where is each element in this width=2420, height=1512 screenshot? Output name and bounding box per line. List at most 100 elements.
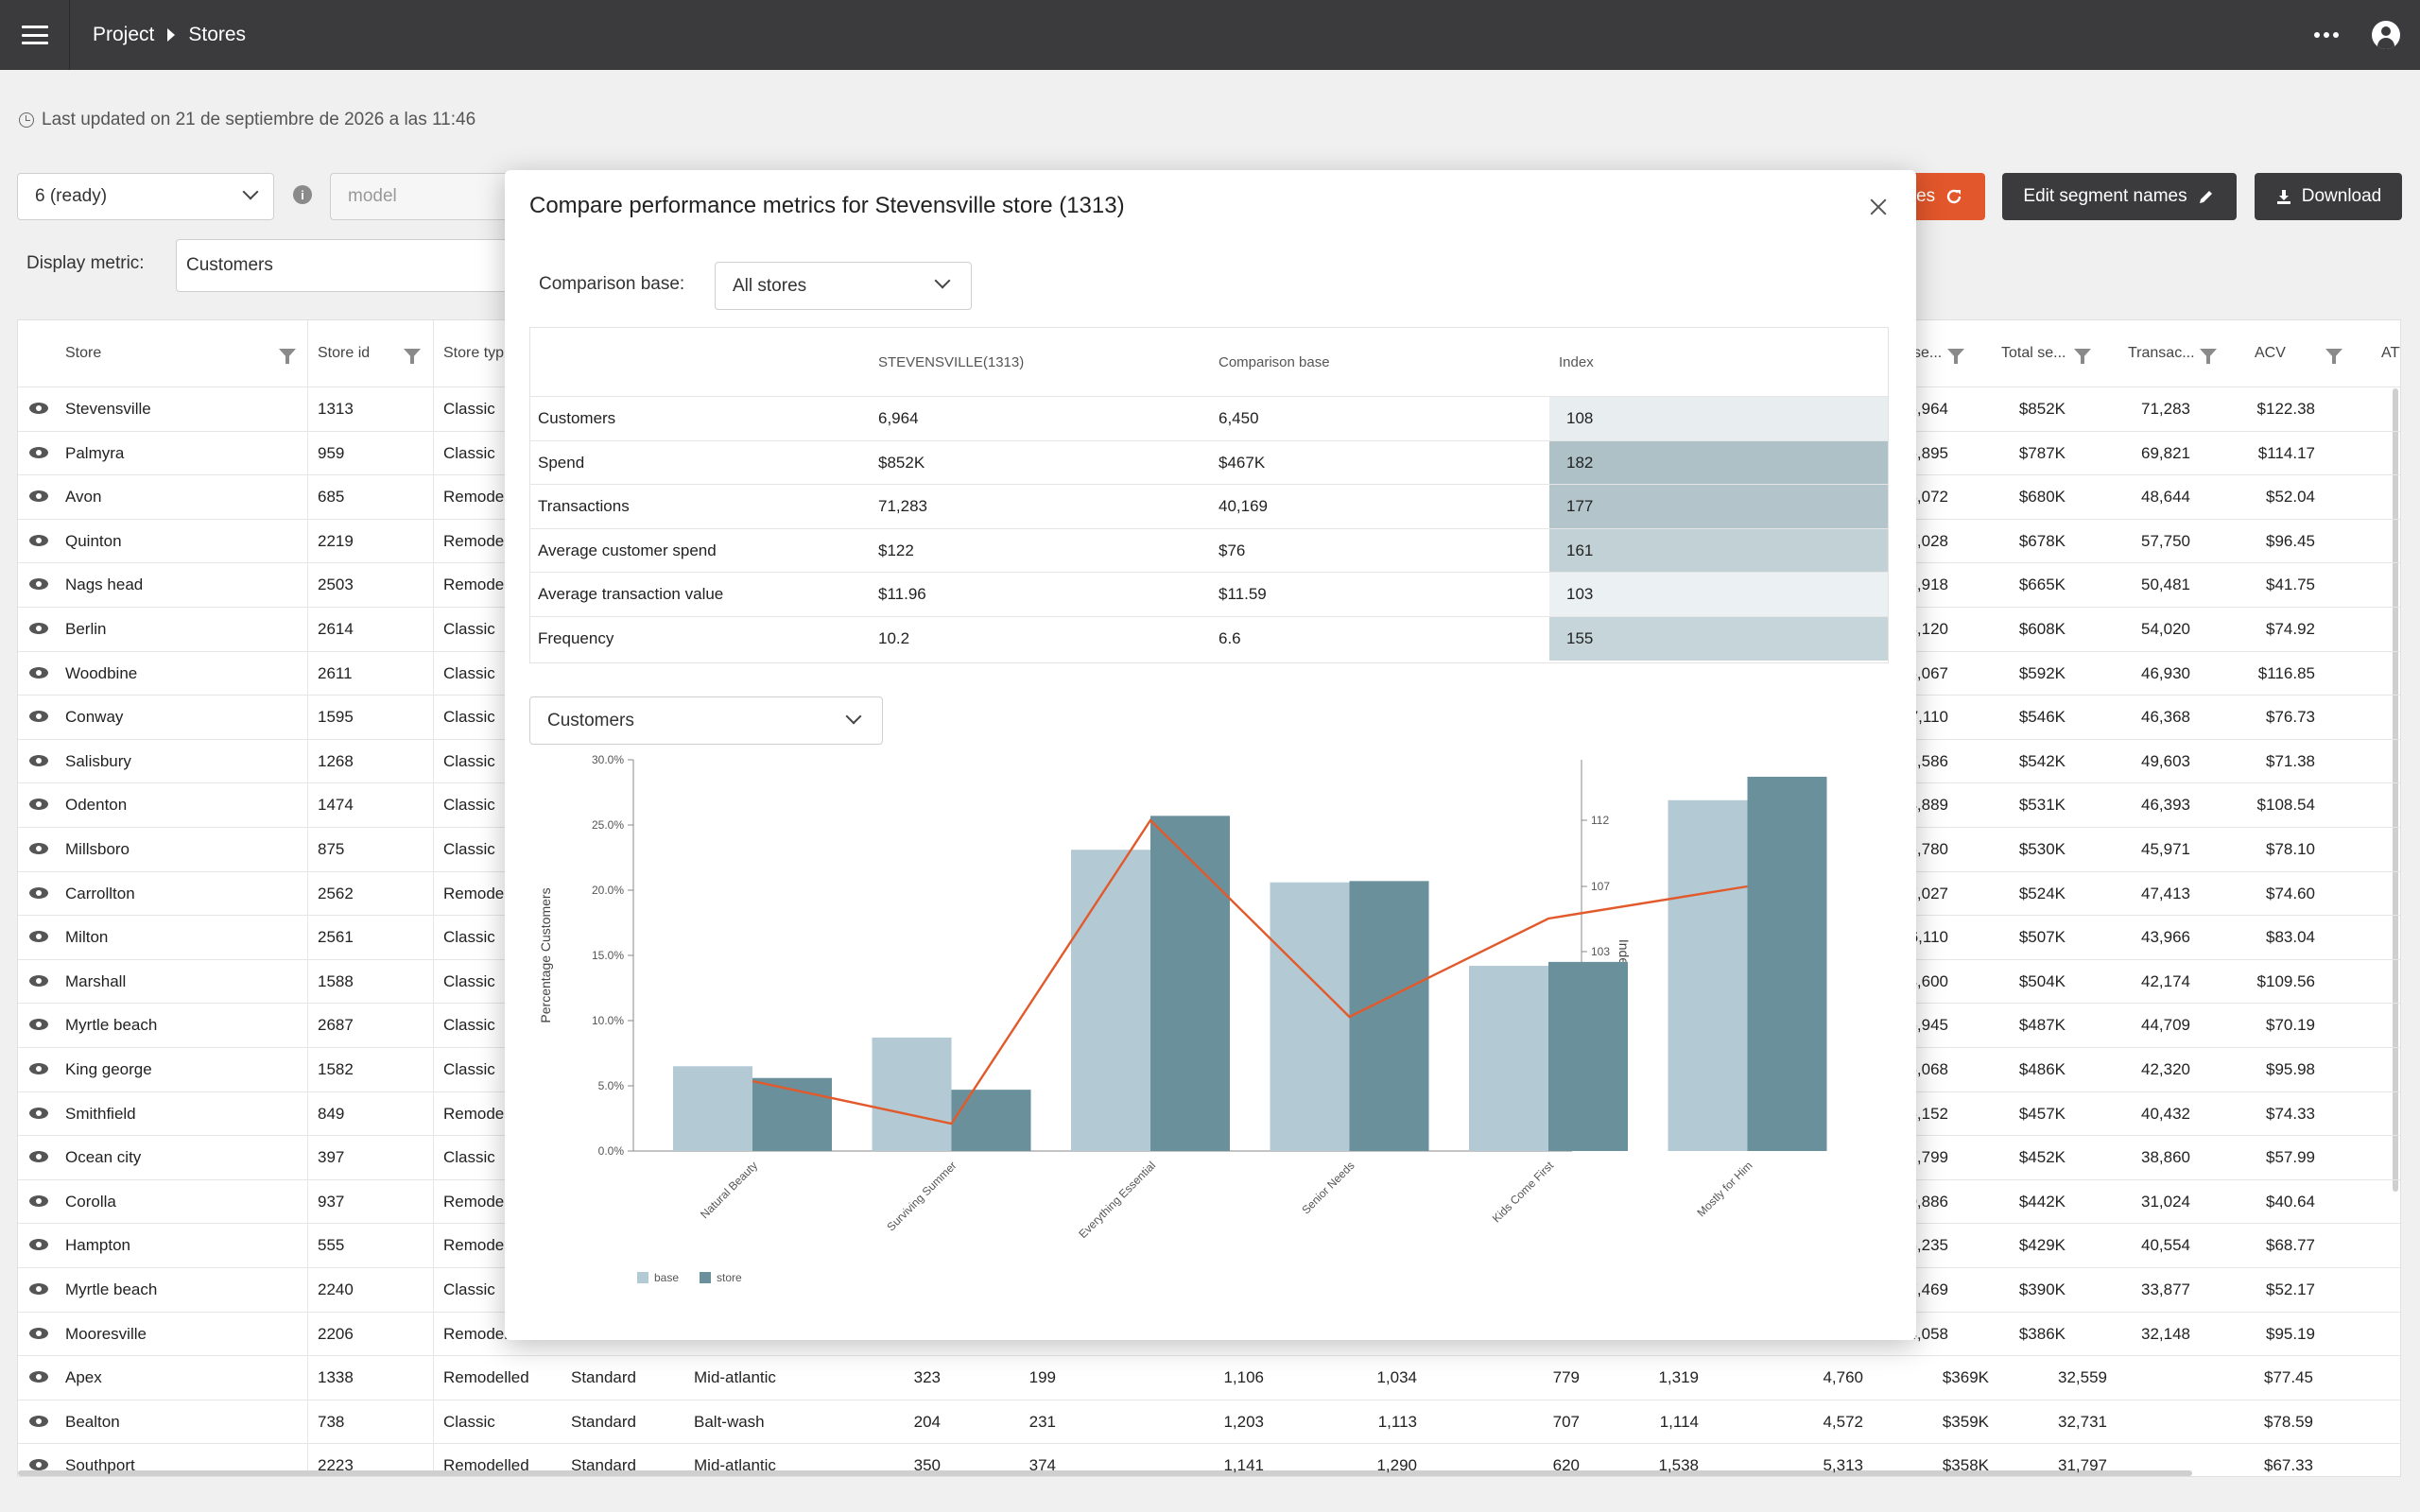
breadcrumb-project[interactable]: Project bbox=[93, 24, 155, 45]
eye-icon[interactable] bbox=[29, 1063, 48, 1074]
table-cell: Classic bbox=[443, 1148, 495, 1167]
x-tick-label: Surviving Summer bbox=[884, 1159, 959, 1233]
eye-icon[interactable] bbox=[29, 1019, 48, 1031]
eye-icon[interactable] bbox=[29, 666, 48, 679]
comparison-base-value: All stores bbox=[733, 275, 807, 296]
eye-icon[interactable] bbox=[29, 1415, 48, 1427]
menu-button[interactable] bbox=[0, 0, 70, 70]
eye-icon[interactable] bbox=[29, 490, 48, 503]
metric-base: 6.6 bbox=[1219, 629, 1241, 647]
header-transactions[interactable]: Transac... bbox=[2128, 345, 2195, 361]
header-store[interactable]: Store bbox=[65, 345, 102, 361]
header-col-10[interactable]: se... bbox=[1913, 345, 1943, 361]
edit-segment-names-button[interactable]: Edit segment names bbox=[2002, 173, 2237, 220]
download-button[interactable]: Download bbox=[2255, 173, 2402, 220]
table-cell: Marshall bbox=[65, 971, 127, 990]
metric-store: 6,964 bbox=[878, 409, 919, 427]
table-row[interactable]: Apex 1338 Remodelled Standard Mid-atlantic 32… bbox=[18, 1355, 2400, 1399]
filter-icon[interactable] bbox=[2074, 349, 2091, 364]
table-cell: Stevensville bbox=[65, 400, 151, 418]
table-cell: $52.04 bbox=[2266, 488, 2315, 507]
eye-icon[interactable] bbox=[29, 754, 48, 766]
close-icon[interactable] bbox=[1868, 197, 1889, 217]
vertical-scrollbar[interactable] bbox=[2393, 388, 2398, 1192]
metric-row: Average customer spend $122 $76 161 bbox=[530, 527, 1888, 573]
table-cell: $78.59 bbox=[2264, 1412, 2313, 1431]
chart-metric-select[interactable]: Customers bbox=[529, 696, 883, 745]
header-acv[interactable]: ACV bbox=[2255, 345, 2286, 361]
eye-icon[interactable] bbox=[29, 623, 48, 634]
eye-icon[interactable] bbox=[29, 1327, 48, 1339]
eye-icon[interactable] bbox=[29, 534, 48, 546]
eye-icon[interactable] bbox=[29, 886, 48, 899]
x-tick-label: Mostly for Him bbox=[1695, 1159, 1755, 1219]
table-cell: 69,821 bbox=[2141, 443, 2190, 462]
eye-icon[interactable] bbox=[29, 711, 48, 723]
metric-index: 103 bbox=[1549, 573, 1888, 617]
modal-title: Compare performance metrics for Stevensv… bbox=[529, 193, 1125, 218]
model-input[interactable]: model bbox=[330, 173, 528, 220]
metric-metric: Average customer spend bbox=[538, 541, 717, 559]
filter-icon[interactable] bbox=[2325, 349, 2342, 364]
eye-icon[interactable] bbox=[29, 1283, 48, 1295]
table-cell: 1582 bbox=[318, 1060, 354, 1078]
eye-icon[interactable] bbox=[29, 1194, 48, 1207]
metric-store: 71,283 bbox=[878, 497, 927, 516]
filter-icon[interactable] bbox=[2200, 349, 2217, 364]
table-cell: Myrtle beach bbox=[65, 1280, 158, 1298]
eye-icon[interactable] bbox=[29, 1239, 48, 1251]
display-metric-select[interactable]: Customers bbox=[176, 239, 516, 292]
eye-icon[interactable] bbox=[29, 1371, 48, 1383]
table-cell: 1,114 bbox=[1659, 1412, 1699, 1431]
filter-icon[interactable] bbox=[279, 349, 296, 364]
segment-select[interactable]: 6 (ready) bbox=[17, 173, 274, 220]
table-cell: Standard bbox=[571, 1456, 636, 1475]
table-cell: 6,152 bbox=[1908, 1104, 1948, 1123]
y-tick-label: 10.0% bbox=[592, 1014, 624, 1027]
eye-icon[interactable] bbox=[29, 1151, 48, 1163]
filter-icon[interactable] bbox=[404, 349, 421, 364]
eye-icon[interactable] bbox=[29, 974, 48, 987]
table-row[interactable]: Southport 2223 Remodelled Standard Mid-atlan… bbox=[18, 1443, 2400, 1476]
header-store-id[interactable]: Store id bbox=[318, 345, 371, 361]
table-cell: 738 bbox=[318, 1412, 345, 1431]
y2-tick-label: 107 bbox=[1591, 880, 1610, 893]
table-cell: Mid-atlantic bbox=[694, 1368, 776, 1387]
eye-icon[interactable] bbox=[29, 1459, 48, 1471]
metric-index: 182 bbox=[1549, 440, 1888, 485]
filter-icon[interactable] bbox=[1947, 349, 1964, 364]
horizontal-scrollbar[interactable] bbox=[18, 1470, 2192, 1476]
table-row[interactable]: Bealton 738 Classic Standard Balt-wash 204 231… bbox=[18, 1399, 2400, 1443]
more-options-icon[interactable] bbox=[2314, 0, 2339, 70]
comparison-base-select[interactable]: All stores bbox=[715, 262, 972, 310]
eye-icon[interactable] bbox=[29, 843, 48, 854]
table-cell: $116.85 bbox=[2257, 663, 2315, 682]
account-icon[interactable] bbox=[2372, 21, 2400, 49]
bar-base bbox=[673, 1066, 752, 1151]
header-total-spend[interactable]: Total se... bbox=[2001, 345, 2066, 361]
table-cell: 1,106 bbox=[1223, 1368, 1264, 1387]
header-store-type[interactable]: Store typ bbox=[443, 345, 505, 361]
table-cell: 707 bbox=[1552, 1412, 1580, 1431]
header-atv[interactable]: ATV bbox=[2381, 345, 2400, 361]
display-metric-value: Customers bbox=[186, 255, 273, 275]
table-cell: Remode bbox=[443, 1104, 505, 1123]
eye-icon[interactable] bbox=[29, 799, 48, 811]
table-cell: 33,877 bbox=[2141, 1280, 2190, 1298]
eye-icon[interactable] bbox=[29, 578, 48, 591]
table-cell: $68.77 bbox=[2266, 1236, 2315, 1255]
table-cell: 46,393 bbox=[2141, 796, 2190, 815]
eye-icon[interactable] bbox=[29, 1107, 48, 1119]
y2-tick-label: 112 bbox=[1591, 814, 1609, 827]
table-cell: 849 bbox=[318, 1104, 345, 1123]
info-icon[interactable]: i bbox=[293, 185, 312, 204]
table-cell: Remodelled bbox=[443, 1456, 529, 1475]
table-cell: Remode bbox=[443, 576, 505, 594]
table-cell: $665K bbox=[2018, 576, 2066, 594]
eye-icon[interactable] bbox=[29, 446, 48, 458]
table-cell: 374 bbox=[1028, 1456, 1056, 1475]
eye-icon[interactable] bbox=[29, 931, 48, 943]
table-cell: $109.56 bbox=[2256, 971, 2315, 990]
y-tick-label: 5.0% bbox=[598, 1079, 625, 1092]
eye-icon[interactable] bbox=[29, 403, 48, 414]
